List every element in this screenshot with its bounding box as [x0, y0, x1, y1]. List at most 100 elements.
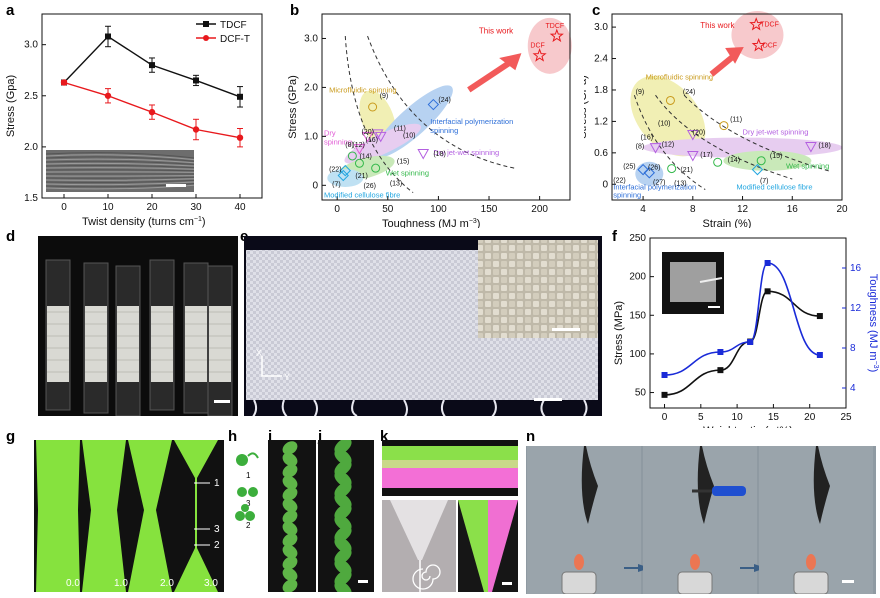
this-work-star [549, 28, 564, 43]
yarn-twist-segment [334, 581, 352, 592]
panel-label-a: a [6, 2, 15, 19]
sem-inset-image [45, 150, 195, 192]
literature-marker [665, 95, 675, 105]
reference-label: (13) [390, 180, 402, 187]
x-axis-label: Strain (%) [703, 218, 752, 228]
literature-marker [686, 150, 699, 162]
reference-label: (10) [658, 121, 670, 128]
literature-marker [347, 151, 357, 161]
y2-tick-label: 16 [850, 263, 862, 274]
x-tick-label: 25 [840, 412, 852, 423]
stress-vs-twist-density-chart: 0 10 20 30 40 1.5 2.0 2.5 3.0 Twist density (turn… [5, 13, 263, 228]
literature-marker [374, 131, 387, 143]
x-tick-label: 100 [430, 204, 447, 215]
reference-label: (16) [641, 135, 653, 142]
legend-label: TDCF [220, 20, 247, 31]
yarn-twist-segment [282, 556, 298, 570]
flame-test-photo [526, 446, 876, 594]
axis-x-label: X [256, 348, 262, 358]
literature-marker [667, 164, 677, 174]
x-tick-label: 20 [804, 412, 816, 423]
x-tick-label: 8 [690, 204, 696, 215]
y-axis-label: Stress (MPa) [613, 301, 625, 365]
this-work-point-label: DCF [763, 42, 777, 49]
schematic-label-1: 1 [246, 471, 251, 480]
fabric-sample [581, 446, 598, 524]
reference-label: (20) [361, 129, 373, 136]
reference-label: (25) [623, 164, 635, 171]
film-inset-sample [670, 262, 716, 302]
literature-marker [371, 163, 381, 173]
x-tick-label: 0 [662, 412, 668, 423]
reference-label: (24) [683, 89, 695, 96]
literature-marker [354, 158, 364, 168]
spool-fibre [85, 306, 107, 382]
this-work-star [749, 17, 764, 31]
reference-label: (9) [636, 89, 645, 96]
spool-fibre [117, 306, 139, 382]
toughness-line [664, 262, 821, 376]
literature-marker [368, 102, 378, 112]
this-work-star [751, 37, 766, 52]
x-tick-label: 30 [190, 202, 202, 213]
toughness-point [764, 260, 771, 266]
panel-label-d: d [6, 228, 16, 245]
literature-marker [637, 163, 649, 176]
reference-label: (27) [653, 179, 665, 186]
y-tick-label: 2.4 [594, 54, 608, 65]
yarn-twist-segment [282, 452, 298, 467]
toughness-point [747, 339, 754, 345]
toughness-point [816, 352, 823, 358]
reference-label: (24) [438, 97, 450, 104]
reference-label: (8) [345, 142, 354, 149]
y-tick-label: 0 [312, 180, 318, 191]
y-tick-label: 1.2 [594, 116, 608, 127]
literature-marker [337, 169, 349, 182]
data-point [105, 33, 111, 40]
reference-label: (22) [613, 178, 625, 185]
x-tick-label: 15 [768, 412, 780, 423]
stress-point [816, 313, 823, 320]
reference-label: (21) [680, 167, 692, 174]
category-label: Wet spinning [386, 169, 429, 178]
hot-air-gun [712, 486, 746, 496]
category-label: Dry jet-wet spinning [743, 128, 809, 137]
fibre-bundle [174, 440, 218, 592]
yarn-twist-segment [282, 475, 298, 490]
dry-jet-wet-region [344, 123, 422, 164]
y2-axis-label: Toughness (MJ m−3) [867, 274, 879, 372]
reference-label: (13) [674, 180, 686, 187]
x-tick-label: 5 [698, 412, 704, 423]
x-tick-label: 20 [836, 204, 848, 215]
literature-marker [417, 149, 430, 160]
category-label: Interfacial polymerization [613, 183, 696, 192]
literature-marker [427, 98, 440, 111]
woven-fabric-photo: X Y [244, 236, 602, 416]
x-tick-label: 0 [61, 202, 67, 213]
x-tick-label: 150 [481, 204, 498, 215]
y-axis-label: Stress (Gpa) [5, 75, 17, 137]
dyed-fibre-photo [382, 440, 518, 496]
yarn-twist-segment [282, 521, 298, 536]
data-point [193, 77, 199, 84]
stress-point [764, 288, 771, 295]
y-tick-label: 0.6 [594, 148, 608, 159]
y-axis-label: Stress (GPa) [287, 75, 299, 139]
y-tick-label: 250 [629, 233, 646, 244]
iso-curve [367, 35, 515, 169]
category-label: Dry [324, 128, 336, 137]
reference-label: (16) [366, 137, 378, 144]
category-label: spinning [430, 126, 458, 135]
reference-label: (26) [648, 165, 660, 172]
reference-label: (18) [818, 143, 830, 150]
x-axis-label: Toughness (MJ m−3) [382, 218, 480, 228]
literature-marker [643, 167, 656, 179]
y-tick-label: 100 [629, 349, 646, 360]
schematic-label-3: 3 [246, 499, 251, 508]
reference-label: (12) [352, 142, 364, 149]
y-tick-label: 50 [635, 388, 647, 399]
x-tick-label: 40 [234, 202, 246, 213]
this-work-point-label: TDCF [546, 23, 565, 30]
y2-tick-label: 12 [850, 303, 862, 314]
reference-label: (7) [332, 181, 341, 188]
